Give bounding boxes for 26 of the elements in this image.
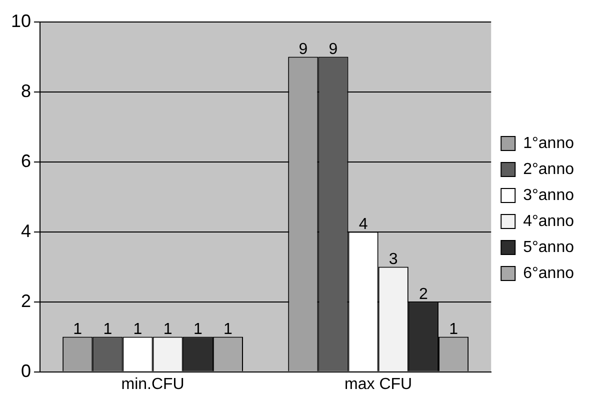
y-tick-label: 6	[21, 150, 32, 171]
data-label: 4	[358, 216, 368, 234]
data-label: 9	[298, 41, 308, 58]
legend-label: 3°anno	[523, 186, 574, 204]
data-label: 1	[103, 321, 112, 338]
data-label: 1	[163, 321, 172, 338]
data-label: 1	[224, 321, 233, 338]
data-label: 1	[73, 321, 82, 338]
legend-label: 5°anno	[523, 238, 574, 256]
y-tick-label: 4	[21, 220, 32, 241]
y-tick-label: 8	[21, 80, 32, 101]
y-tick-label: 0	[21, 360, 32, 381]
data-label: 1	[133, 321, 142, 338]
data-label: 1	[449, 321, 458, 338]
data-label: 9	[328, 41, 338, 58]
legend-label: 4°anno	[523, 212, 574, 230]
legend-label: 2°anno	[523, 160, 574, 178]
x-tick-label: max CFU	[344, 376, 412, 393]
y-tick-label: 2	[21, 290, 32, 311]
data-label: 1	[193, 321, 202, 338]
y-tick-label: 10	[10, 10, 32, 31]
x-tick-label: min.CFU	[121, 376, 184, 393]
legend-label: 1°anno	[523, 134, 574, 152]
data-label: 2	[418, 286, 428, 304]
data-label: 3	[388, 251, 398, 268]
legend-label: 6°anno	[523, 264, 574, 282]
